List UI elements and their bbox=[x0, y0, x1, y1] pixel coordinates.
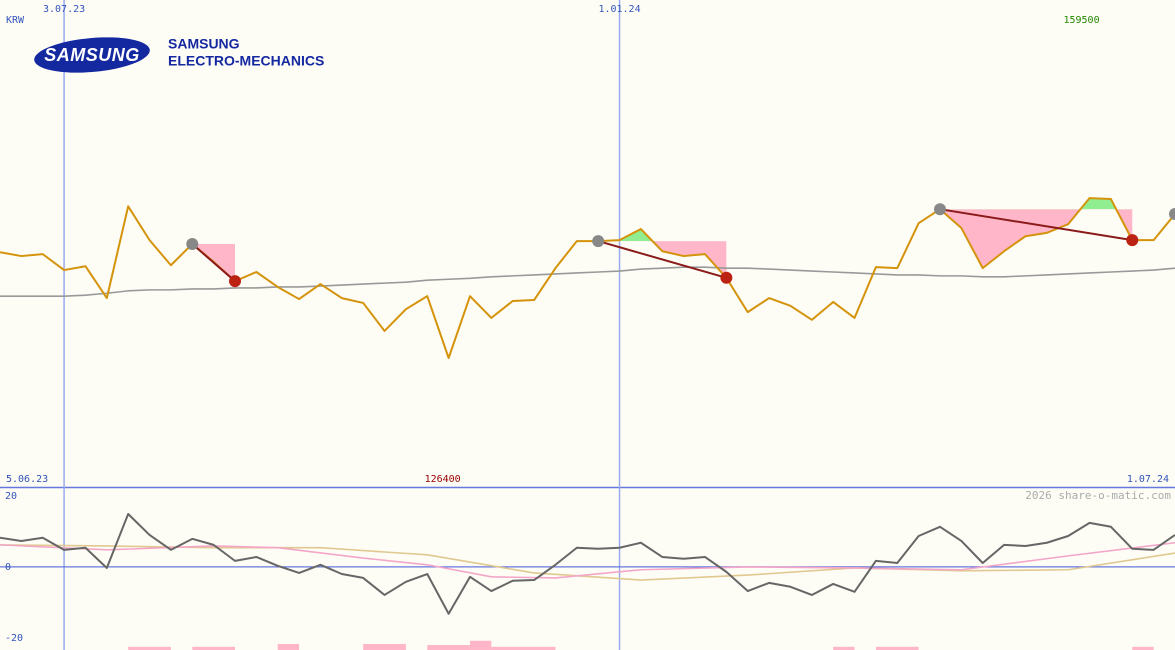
series-line bbox=[0, 266, 1175, 297]
bar bbox=[192, 646, 235, 650]
bar bbox=[363, 643, 406, 650]
logo-brand: SAMSUNG bbox=[44, 45, 140, 65]
x-tick-label: 5.06.23 bbox=[6, 474, 48, 485]
trade-line bbox=[939, 208, 1133, 242]
bar bbox=[875, 646, 919, 650]
bar bbox=[833, 646, 855, 650]
sell-marker bbox=[229, 275, 241, 288]
loss-area bbox=[192, 243, 235, 282]
sell-marker bbox=[1126, 234, 1139, 247]
trade-line bbox=[191, 243, 236, 282]
trade-line bbox=[597, 240, 727, 279]
series-line bbox=[0, 544, 1175, 581]
buy-marker bbox=[934, 203, 946, 216]
logo: SAMSUNG SAMSUNG ELECTRO-MECHANICS bbox=[34, 36, 324, 73]
series-line bbox=[0, 512, 1175, 615]
currency: KRW bbox=[6, 15, 25, 26]
x-tick-label: 1.07.24 bbox=[1127, 474, 1169, 485]
company-name: SAMSUNG bbox=[168, 36, 240, 52]
buy-marker bbox=[592, 235, 605, 248]
bar bbox=[1132, 646, 1154, 650]
y-tick-label: 0 bbox=[5, 562, 11, 573]
x-tick-label: 1.01.24 bbox=[598, 4, 640, 15]
bar bbox=[470, 640, 492, 650]
company-name: ELECTRO-MECHANICS bbox=[168, 53, 324, 69]
loss-area bbox=[940, 209, 1133, 269]
y-tick-label: 20 bbox=[5, 491, 17, 502]
bar bbox=[277, 643, 300, 650]
bar bbox=[128, 646, 171, 650]
low-label: 126400 bbox=[425, 474, 461, 485]
loss-area bbox=[598, 241, 727, 278]
watermark: 2026 share-o-matic.com bbox=[1025, 489, 1171, 502]
gain-area bbox=[940, 198, 1133, 210]
bar bbox=[491, 646, 556, 650]
y-tick-label: -20 bbox=[5, 633, 23, 644]
sell-marker bbox=[720, 271, 733, 284]
bar bbox=[427, 645, 470, 650]
buy-marker bbox=[1169, 208, 1175, 221]
buy-marker bbox=[186, 237, 199, 250]
high-label: 159500 bbox=[1063, 15, 1099, 26]
series-line bbox=[0, 541, 1175, 579]
gain-area bbox=[598, 229, 727, 242]
x-tick-label: 3.07.23 bbox=[43, 4, 85, 15]
logo-ellipse bbox=[34, 37, 150, 73]
